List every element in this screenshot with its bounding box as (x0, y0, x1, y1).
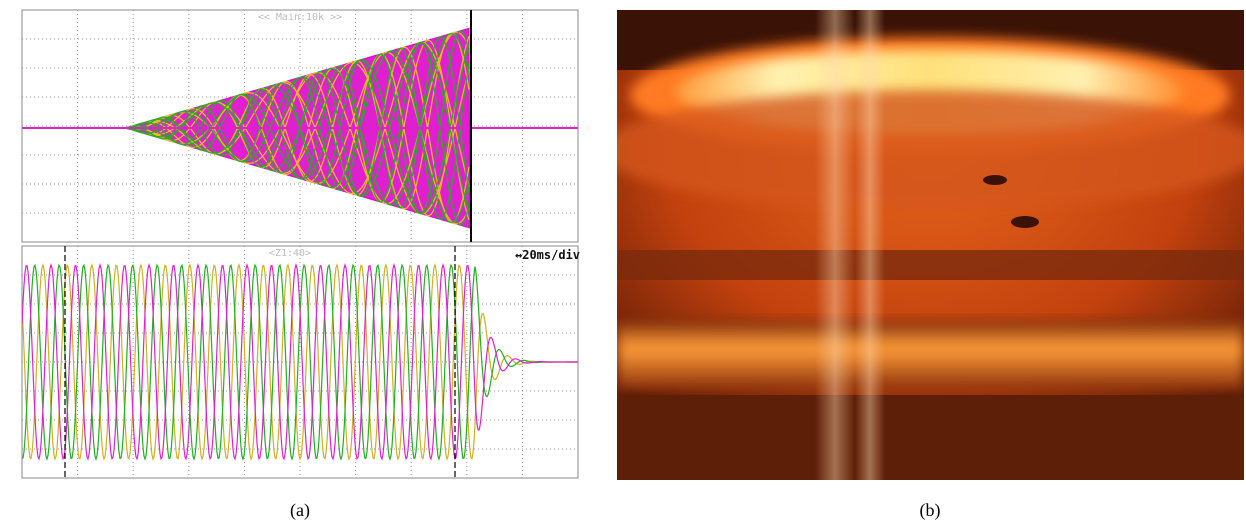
caption-a: (a) (290, 500, 310, 521)
figure-canvas: << Main:10k >> <Z1:40> ↔20ms/div (a) (b) (0, 0, 1246, 522)
timebase-label: ↔20ms/div (515, 248, 580, 262)
scope-bottom-label: <Z1:40> (269, 248, 311, 259)
caption-b: (b) (920, 500, 941, 521)
figure: << Main:10k >> <Z1:40> ↔20ms/div (a) (b) (0, 0, 1246, 522)
scope-top-label: << Main:10k >> (258, 12, 342, 23)
furnace-photo (600, 10, 1246, 480)
